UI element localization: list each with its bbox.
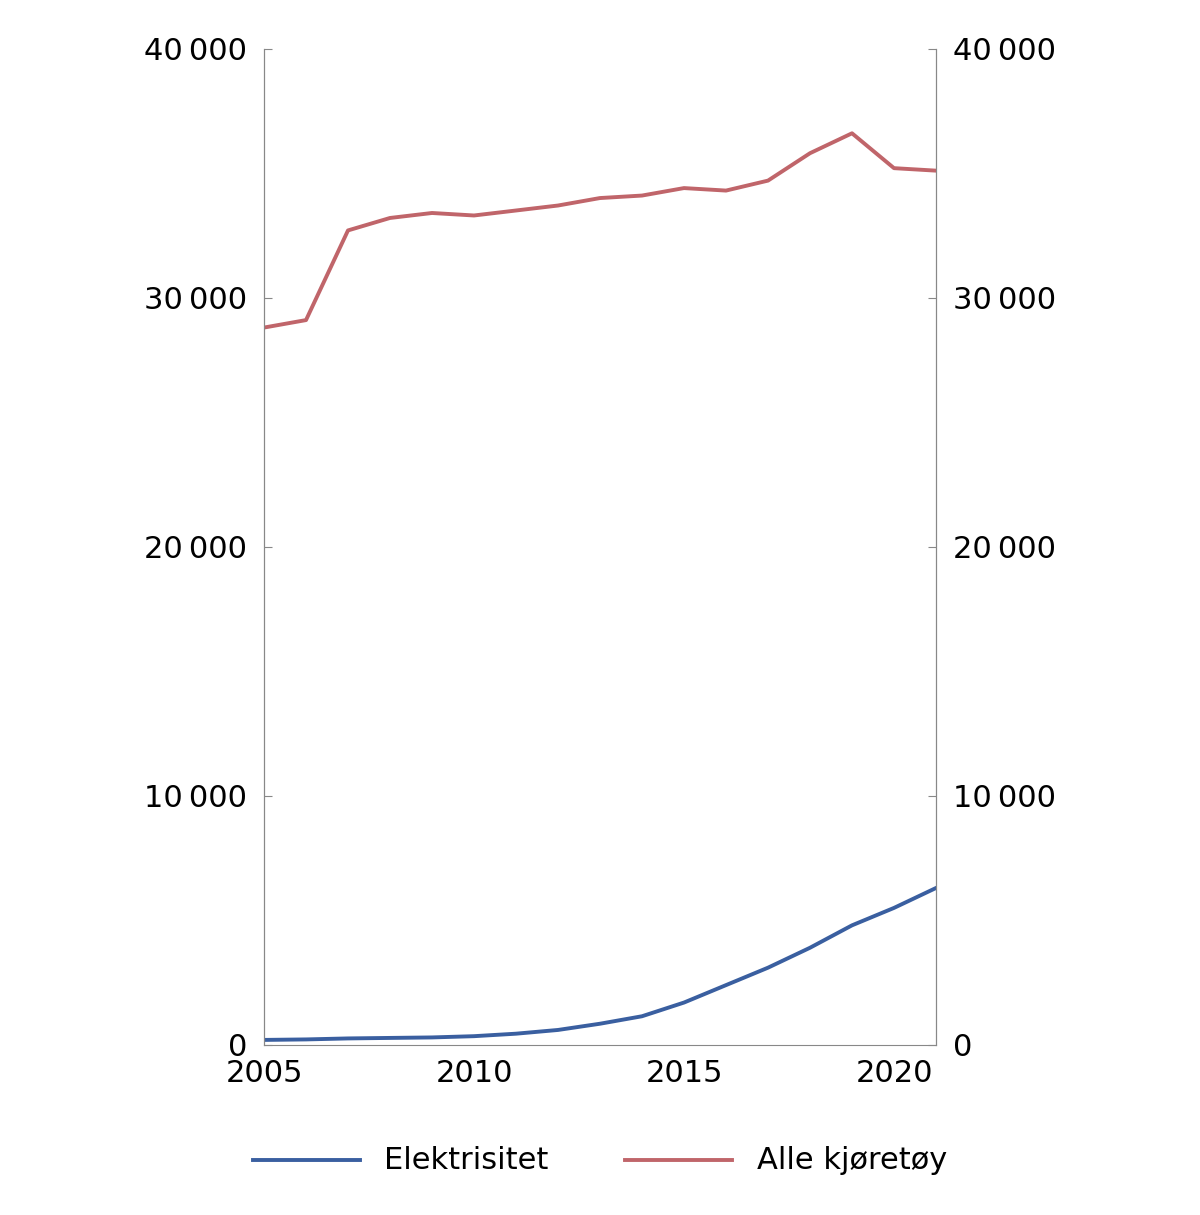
Alle kjøretøy — [677, 181, 691, 196]
Alle kjøretøy — [425, 205, 439, 220]
Elektrisitet — [803, 940, 817, 955]
Elektrisitet — [467, 1029, 481, 1044]
Legend: Elektrisitet, Alle kjøretøy: Elektrisitet, Alle kjøretøy — [241, 1134, 959, 1187]
Elektrisitet — [299, 1032, 313, 1046]
Elektrisitet — [719, 978, 733, 993]
Alle kjøretøy — [509, 203, 523, 217]
Elektrisitet — [635, 1008, 649, 1023]
Alle kjøretøy — [383, 210, 397, 225]
Elektrisitet — [341, 1032, 355, 1046]
Alle kjøretøy — [341, 224, 355, 238]
Alle kjøretøy — [635, 188, 649, 203]
Elektrisitet — [929, 881, 943, 895]
Alle kjøretøy — [803, 146, 817, 160]
Alle kjøretøy — [551, 198, 565, 213]
Elektrisitet — [509, 1027, 523, 1041]
Alle kjøretøy — [845, 126, 859, 141]
Alle kjøretøy — [887, 160, 901, 175]
Line: Elektrisitet: Elektrisitet — [264, 888, 936, 1040]
Elektrisitet — [761, 960, 775, 974]
Alle kjøretøy — [761, 174, 775, 188]
Elektrisitet — [677, 995, 691, 1010]
Line: Alle kjøretøy: Alle kjøretøy — [264, 134, 936, 328]
Alle kjøretøy — [593, 191, 607, 205]
Elektrisitet — [383, 1030, 397, 1045]
Alle kjøretøy — [257, 321, 271, 335]
Elektrisitet — [551, 1023, 565, 1038]
Alle kjøretøy — [299, 312, 313, 327]
Elektrisitet — [257, 1033, 271, 1047]
Elektrisitet — [593, 1017, 607, 1032]
Alle kjøretøy — [467, 208, 481, 222]
Elektrisitet — [425, 1030, 439, 1045]
Alle kjøretøy — [719, 183, 733, 198]
Elektrisitet — [845, 919, 859, 933]
Alle kjøretøy — [929, 163, 943, 177]
Elektrisitet — [887, 900, 901, 915]
